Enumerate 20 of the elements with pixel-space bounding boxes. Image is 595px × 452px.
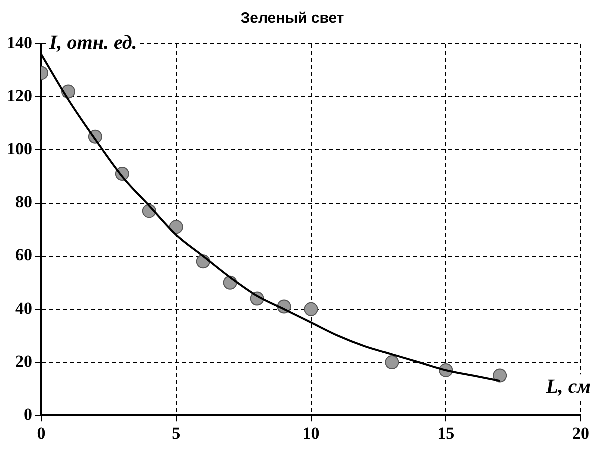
y-tick-label: 60 [16, 246, 32, 265]
point [304, 302, 318, 316]
y-tick-label: 140 [7, 33, 32, 52]
y-axis-title: I, отн. ед. [48, 32, 138, 54]
y-tick-label: 40 [16, 298, 32, 318]
chart-title: Зеленый свет [240, 10, 344, 28]
y-tick-label: 0 [24, 404, 32, 424]
y-tick-label: 80 [16, 192, 32, 212]
x-tick-label: 10 [302, 424, 320, 444]
point [169, 220, 184, 234]
x-tick-label: 20 [572, 424, 590, 444]
x-tick-label: 5 [172, 424, 181, 444]
y-tick-label: 100 [7, 140, 32, 159]
x-tick-label: 0 [37, 424, 46, 444]
x-axis-title: L, см [545, 376, 592, 398]
y-tick-label: 20 [16, 352, 32, 371]
y-tick-label: 120 [7, 86, 32, 106]
point [493, 368, 508, 383]
x-tick-label: 15 [438, 424, 455, 444]
point [385, 356, 400, 370]
